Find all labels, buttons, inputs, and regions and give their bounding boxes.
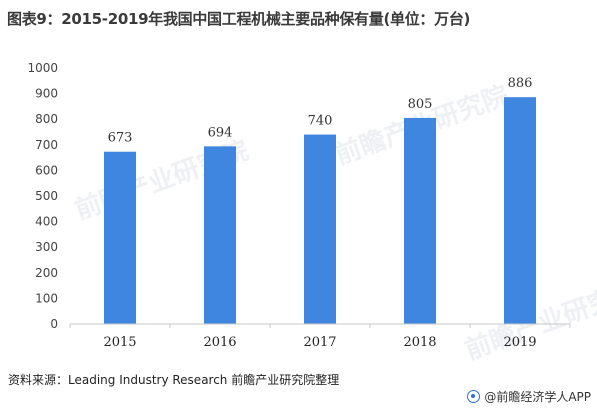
- data-label: 886: [508, 76, 533, 91]
- bar: [504, 97, 536, 325]
- x-tick-label: 2018: [403, 335, 436, 350]
- y-tick-label: 700: [35, 138, 58, 152]
- bar-chart: 0 100 200 300 400 500 600 700 800 900 1000 673 694 7…: [27, 61, 571, 350]
- brand-logo-icon: [467, 390, 481, 403]
- brand-text: @前瞻经济学人APP: [484, 390, 591, 404]
- y-tick-label: 100: [35, 291, 58, 305]
- bar: [404, 117, 436, 324]
- data-label: 673: [108, 131, 133, 146]
- bar: [304, 134, 336, 324]
- brand-credit: @前瞻经济学人APP: [467, 388, 591, 405]
- bars: [104, 97, 536, 325]
- y-tick-label: 400: [35, 215, 58, 229]
- bar: [204, 146, 236, 324]
- data-label: 805: [408, 97, 433, 112]
- chart-title: 图表9：2015-2019年我国中国工程机械主要品种保有量(单位：万台): [7, 10, 471, 28]
- x-tick-label: 2017: [303, 335, 336, 350]
- data-label: 694: [208, 125, 233, 140]
- y-tick-label: 200: [35, 266, 58, 280]
- y-tick-label: 500: [35, 189, 58, 203]
- x-tick-label: 2016: [203, 335, 236, 350]
- y-tick-label: 300: [35, 240, 58, 254]
- bar: [104, 151, 136, 324]
- data-label: 740: [308, 114, 333, 129]
- x-tick-label: 2019: [503, 335, 536, 350]
- y-tick-label: 1000: [27, 61, 58, 75]
- y-tick-label: 600: [35, 163, 58, 177]
- y-tick-label: 900: [35, 87, 58, 101]
- y-tick-label: 800: [35, 112, 58, 126]
- source-note: 资料来源：Leading Industry Research 前瞻产业研究院整理: [8, 373, 340, 387]
- y-axis: 0 100 200 300 400 500 600 700 800 900 1000: [27, 61, 58, 331]
- y-tick-label: 0: [50, 317, 58, 331]
- x-tick-label: 2015: [103, 335, 136, 350]
- x-axis: 2015 2016 2017 2018 2019: [69, 323, 571, 350]
- data-labels: 673 694 740 805 886: [108, 76, 533, 146]
